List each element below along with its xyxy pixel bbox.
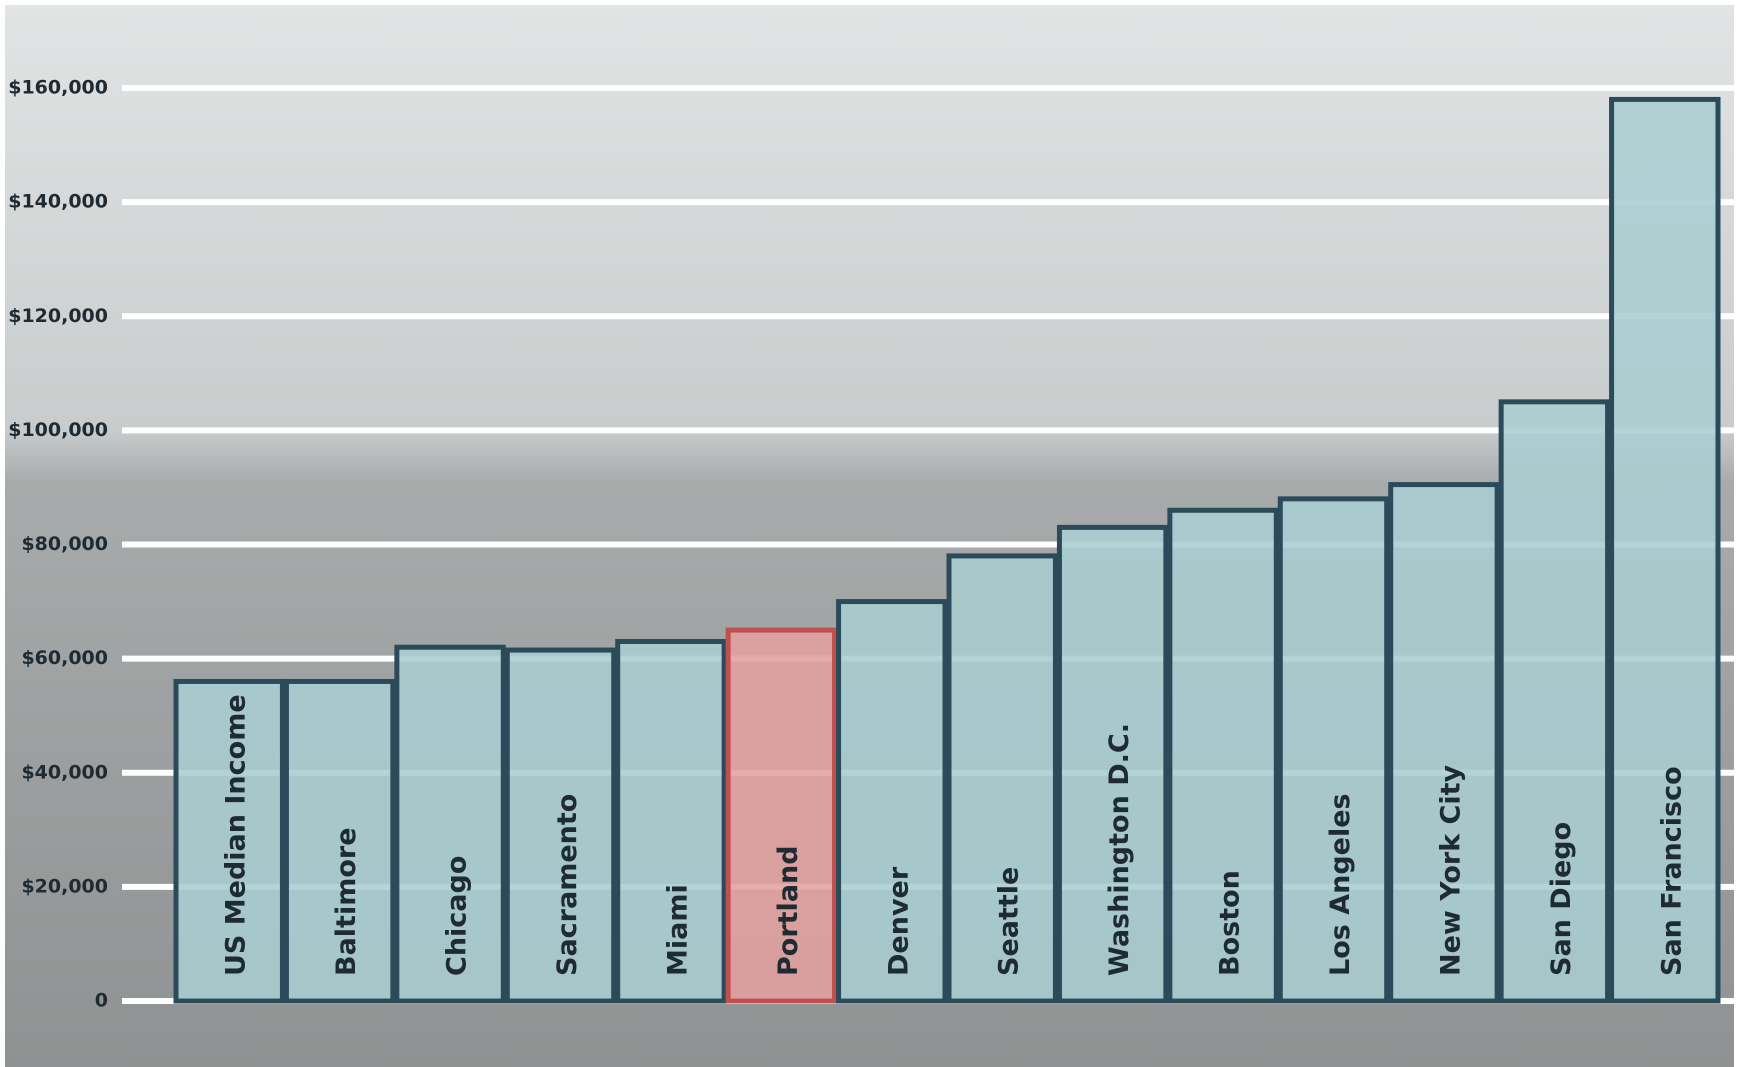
x-tick-label: Baltimore <box>331 827 362 976</box>
x-tick-label: Portland <box>773 845 804 976</box>
x-tick-label: Boston <box>1215 870 1246 976</box>
y-tick-label: $160,000 <box>8 77 108 99</box>
y-tick-label: 0 <box>95 990 108 1012</box>
y-tick-label: $120,000 <box>8 305 108 327</box>
x-tick-label: San Diego <box>1546 822 1577 976</box>
x-tick-label: San Francisco <box>1656 766 1687 976</box>
x-tick-label: New York City <box>1435 764 1466 976</box>
y-tick-label: $80,000 <box>21 533 108 555</box>
y-tick-label: $60,000 <box>21 647 108 669</box>
y-tick-label: $40,000 <box>21 761 108 783</box>
x-tick-label: Los Angeles <box>1325 793 1356 976</box>
y-tick-label: $100,000 <box>8 419 108 441</box>
y-tick-label: $140,000 <box>8 191 108 213</box>
x-tick-label: Seattle <box>994 867 1025 976</box>
chart: 0 $20,000 $40,000 $60,000 $80,000 $100,000 $12… <box>0 0 1739 1067</box>
x-tick-label: US Median Income <box>221 694 252 976</box>
x-tick-label: Washington D.C. <box>1104 723 1135 976</box>
x-tick-label: Chicago <box>442 856 473 976</box>
x-tick-label: Denver <box>883 866 914 976</box>
x-tick-label: Sacramento <box>552 794 583 976</box>
y-tick-label: $20,000 <box>21 875 108 897</box>
x-tick-label: Miami <box>662 884 693 976</box>
